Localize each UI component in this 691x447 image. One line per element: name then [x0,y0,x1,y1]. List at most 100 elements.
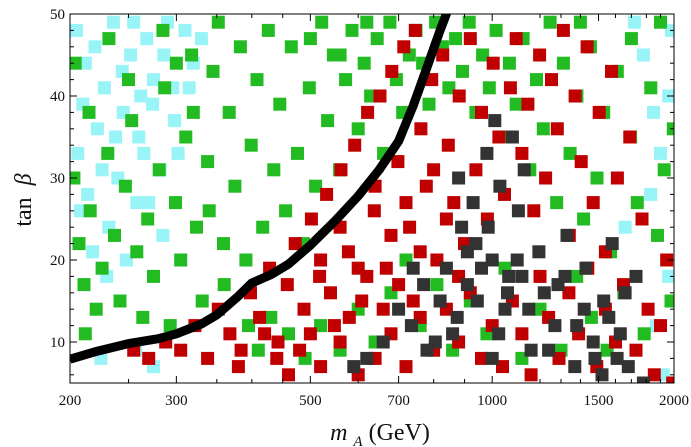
point-green-123 [156,23,170,37]
point-red-18 [320,187,334,201]
point-green-8 [113,294,127,308]
point-red-121 [360,269,374,283]
point-red-117 [258,327,272,341]
point-dark-28 [452,171,466,185]
point-green-71 [489,23,503,37]
point-cyan-3 [97,81,111,95]
point-green-92 [630,196,644,210]
point-red-40 [452,89,466,103]
point-cyan-35 [194,32,208,46]
point-red-66 [605,64,618,78]
point-red-38 [441,138,455,152]
point-cyan-33 [171,146,185,160]
point-red-90 [475,351,488,365]
point-green-77 [530,73,543,87]
point-cyan-53 [647,105,660,119]
point-dark-31 [493,179,507,193]
point-dark-53 [610,351,624,365]
point-green-134 [360,15,374,29]
point-red-119 [324,286,337,300]
point-dark-33 [517,163,531,177]
point-cyan-51 [618,220,632,234]
point-green-25 [206,64,220,78]
point-red-75 [660,253,674,267]
point-green-129 [82,105,96,119]
point-red-16 [304,212,318,226]
point-dark-51 [595,368,609,382]
point-red-32 [408,23,422,37]
point-cyan-39 [134,89,148,103]
point-dark-26 [360,351,374,365]
point-green-13 [141,212,155,226]
point-green-136 [624,32,638,46]
point-red-34 [419,179,433,193]
point-green-130 [70,56,82,70]
point-dark-23 [621,360,635,374]
point-red-30 [397,40,411,54]
point-green-14 [147,269,160,283]
point-dark-57 [485,253,499,267]
point-green-93 [637,327,651,341]
y-axis-title-beta: β [11,173,37,186]
point-cyan-45 [644,187,658,201]
point-red-122 [376,302,390,316]
point-green-19 [174,253,188,267]
point-red-78 [293,343,307,357]
point-red-124 [406,294,420,308]
point-green-135 [573,15,587,29]
point-green-38 [279,204,293,218]
point-green-126 [217,278,231,292]
point-red-50 [509,32,523,46]
point-red-123 [392,278,406,292]
point-cyan-24 [178,23,192,37]
point-green-15 [152,163,166,177]
point-dark-4 [439,261,453,275]
point-dark-29 [466,196,480,210]
point-red-56 [545,73,558,87]
point-dark-21 [605,237,619,251]
point-green-132 [303,32,317,46]
point-green-131 [78,327,92,341]
point-cyan-18 [119,253,133,267]
point-green-33 [250,73,264,87]
point-green-28 [222,105,236,119]
point-dark-37 [446,327,460,341]
y-axis-title-tan: tan [11,197,37,226]
point-dark-48 [568,360,582,374]
point-red-58 [556,23,570,37]
point-red-120 [342,310,356,324]
point-red-31 [403,220,417,234]
point-green-11 [130,245,144,259]
point-red-94 [515,327,529,341]
point-red-92 [496,360,509,374]
point-red-118 [303,327,317,341]
point-dark-50 [586,335,600,349]
point-green-53 [370,32,384,46]
point-cyan-49 [627,15,641,29]
point-green-36 [267,163,281,177]
point-green-81 [556,56,570,70]
point-green-48 [339,73,353,87]
point-green-74 [509,97,523,111]
point-green-120 [251,343,265,357]
point-green-1 [72,237,86,251]
x-axis-title-unit: (GeV) [369,420,430,446]
point-green-137 [654,15,667,29]
x-tick-label-1: 300 [165,393,188,409]
point-red-71 [635,212,649,226]
point-dark-60 [347,360,361,374]
point-red-17 [313,269,327,283]
point-cyan-12 [168,114,182,128]
point-red-20 [334,163,348,177]
point-cyan-8 [140,32,154,46]
point-dark-43 [510,253,524,267]
point-cyan-44 [654,146,667,160]
point-green-31 [239,253,253,267]
point-red-47 [492,130,506,144]
point-red-21 [341,245,355,259]
x-tick-label-4: 1000 [477,393,507,409]
point-dark-58 [501,286,514,300]
point-green-82 [563,146,577,160]
point-dark-56 [469,237,483,251]
point-dark-35 [475,261,488,275]
